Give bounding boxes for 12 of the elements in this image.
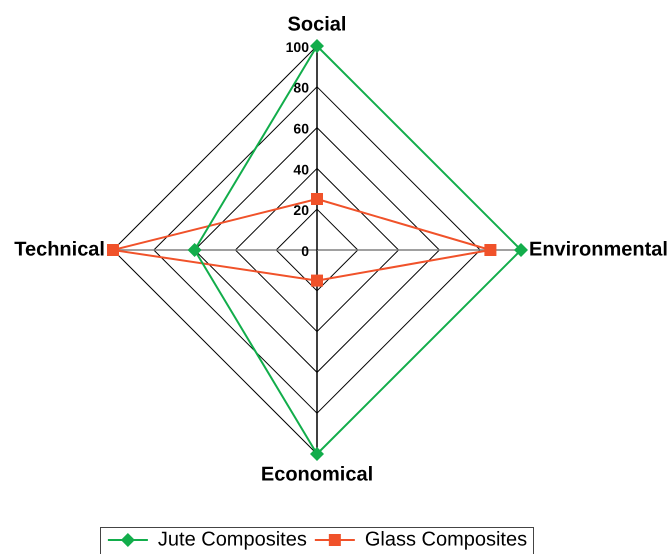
spoke-label: Social — [288, 14, 346, 36]
y-tick-label: 40 — [293, 161, 310, 178]
legend-label: Glass Composites — [364, 528, 528, 551]
spoke-label: Technical — [14, 238, 105, 261]
y-tick-label: 60 — [293, 120, 310, 136]
spoke-label: Environmental — [529, 238, 668, 261]
y-tick-label: 20 — [293, 202, 310, 218]
y-tick-label: 100 — [286, 38, 310, 55]
spoke-label: Economical — [260, 464, 374, 486]
legend-label: Jute Composites — [158, 528, 307, 551]
y-tick-label: 80 — [293, 80, 310, 96]
y-tick-label: 0 — [301, 242, 310, 259]
